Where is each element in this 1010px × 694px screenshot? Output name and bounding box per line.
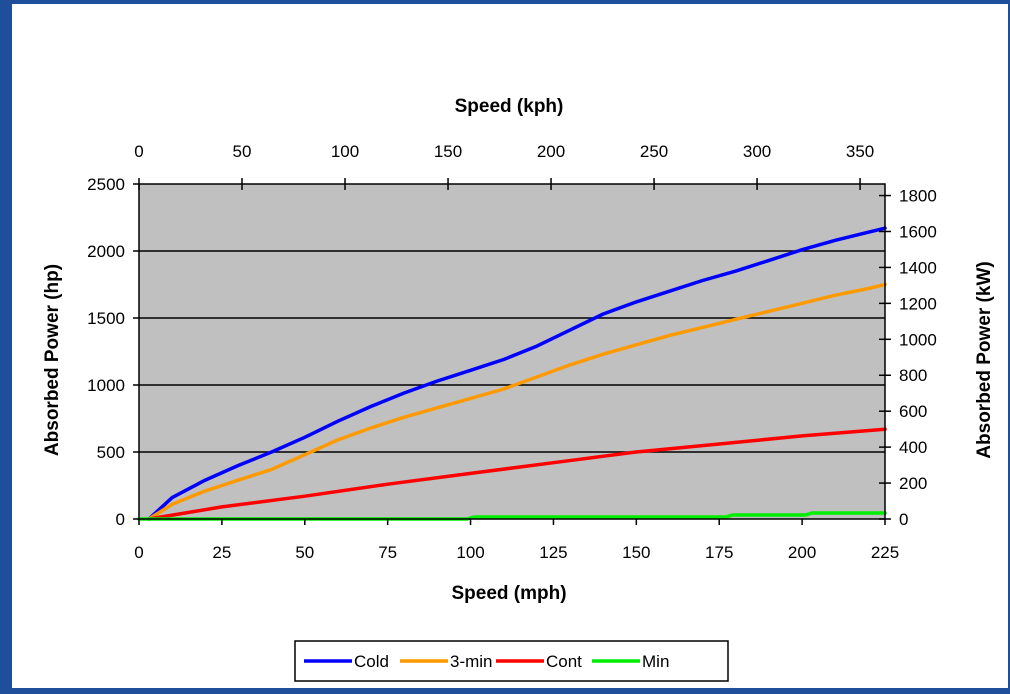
legend-items: Cold 3-min Cont Min [304,652,669,671]
y2-tick-label: 800 [899,366,927,385]
x-tick-label: 225 [871,543,899,562]
y-tick-label: 2000 [87,242,125,261]
plot-frame [138,183,886,520]
y2-tick-label: 1400 [899,258,937,277]
x2-tick-label: 100 [331,142,359,161]
legend-label-min: Min [642,652,669,671]
x-tick-label: 125 [539,543,567,562]
x-tick-label: 75 [378,543,397,562]
x-axis-title: Speed (mph) [451,583,566,604]
y2-tick-label: 400 [899,438,927,457]
y-tick-label: 2500 [87,175,125,194]
x2-tick-label: 0 [134,142,143,161]
plot-area [139,184,885,519]
x-tick-label: 0 [134,543,143,562]
legend-label-cold: Cold [354,652,389,671]
x2-tick-label: 300 [743,142,771,161]
x-tick-label: 25 [212,543,231,562]
x2-tick-label: 150 [434,142,462,161]
y-axis-title: Absorbed Power (hp) [42,264,63,456]
x2-tick-label: 50 [233,142,252,161]
series-line-cont [147,427,887,521]
y-tick-label: 0 [116,510,125,529]
y2-tick-label: 200 [899,474,927,493]
y2-tick-label: 600 [899,402,927,421]
axis-ticks: 0 25 50 75 100 125 150 175 200 225050010001500200… [87,142,937,562]
y2-tick-label: 1200 [899,294,937,313]
x-tick-label: 175 [705,543,733,562]
x2-tick-label: 250 [640,142,668,161]
y-tick-label: 1000 [87,376,125,395]
x2-tick-label: 350 [846,142,874,161]
y2-tick-label: 1800 [899,187,937,206]
x-tick-label: 150 [622,543,650,562]
chart-panel: 0 25 50 75 100 125 150 175 200 225 0 500 1000 1500 200… [12,4,1008,688]
x-tick-label: 200 [788,543,816,562]
x-tick-label: 100 [456,543,484,562]
y-tick-label: 1500 [87,309,125,328]
y2-tick-label: 0 [899,510,908,529]
x2-axis-title: Speed (kph) [455,96,564,117]
legend: Cold 3-min Cont Min [294,640,729,682]
x2-tick-label: 200 [537,142,565,161]
y2-tick-label: 1600 [899,222,937,241]
y2-axis-title: Absorbed Power (kW) [974,261,995,458]
y2-tick-label: 1000 [899,330,937,349]
legend-label-3-min: 3-min [450,652,493,671]
series-line-3-min [147,282,887,521]
chart: 0 25 50 75 100 125 150 175 200 225050010001500200… [42,96,995,682]
y-tick-label: 500 [97,443,125,462]
legend-label-cont: Cont [546,652,582,671]
x-tick-label: 50 [295,543,314,562]
series-line-cold [147,226,887,521]
